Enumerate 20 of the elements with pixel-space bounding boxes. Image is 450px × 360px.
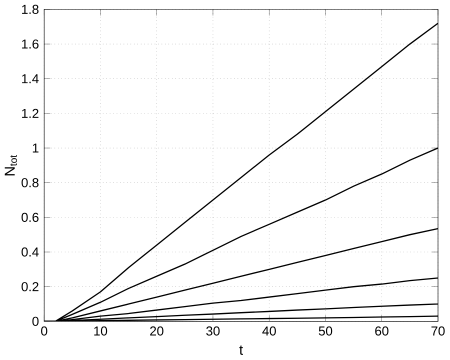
y-tick-label: 1.4 <box>22 74 39 84</box>
x-tick-label: 30 <box>206 326 220 336</box>
y-tick-label: 1.8 <box>22 4 39 14</box>
y-tick-label: 0.4 <box>22 248 39 257</box>
y-tick-label: 0.6 <box>22 212 39 222</box>
x-axis-title: t <box>239 346 243 356</box>
y-tick-label: 1 <box>32 144 38 153</box>
x-tick-label: 20 <box>150 326 164 336</box>
x-tick-label: 60 <box>375 326 388 336</box>
x-tick-label: 0 <box>41 326 48 336</box>
y-tick-label: 1.2 <box>22 109 38 118</box>
x-tick-label: 50 <box>318 326 332 336</box>
y-tick-label: 0.8 <box>22 178 39 188</box>
x-tick-label: 70 <box>431 326 445 336</box>
x-tick-label: 10 <box>94 326 108 336</box>
x-tick-label: 40 <box>262 326 276 336</box>
y-tick-label: 0 <box>32 316 39 326</box>
y-tick-label: 0.2 <box>22 282 38 292</box>
y-tick-label: 1.6 <box>22 40 39 49</box>
y-axis-title: N$_{tot}$ <box>4 155 17 176</box>
